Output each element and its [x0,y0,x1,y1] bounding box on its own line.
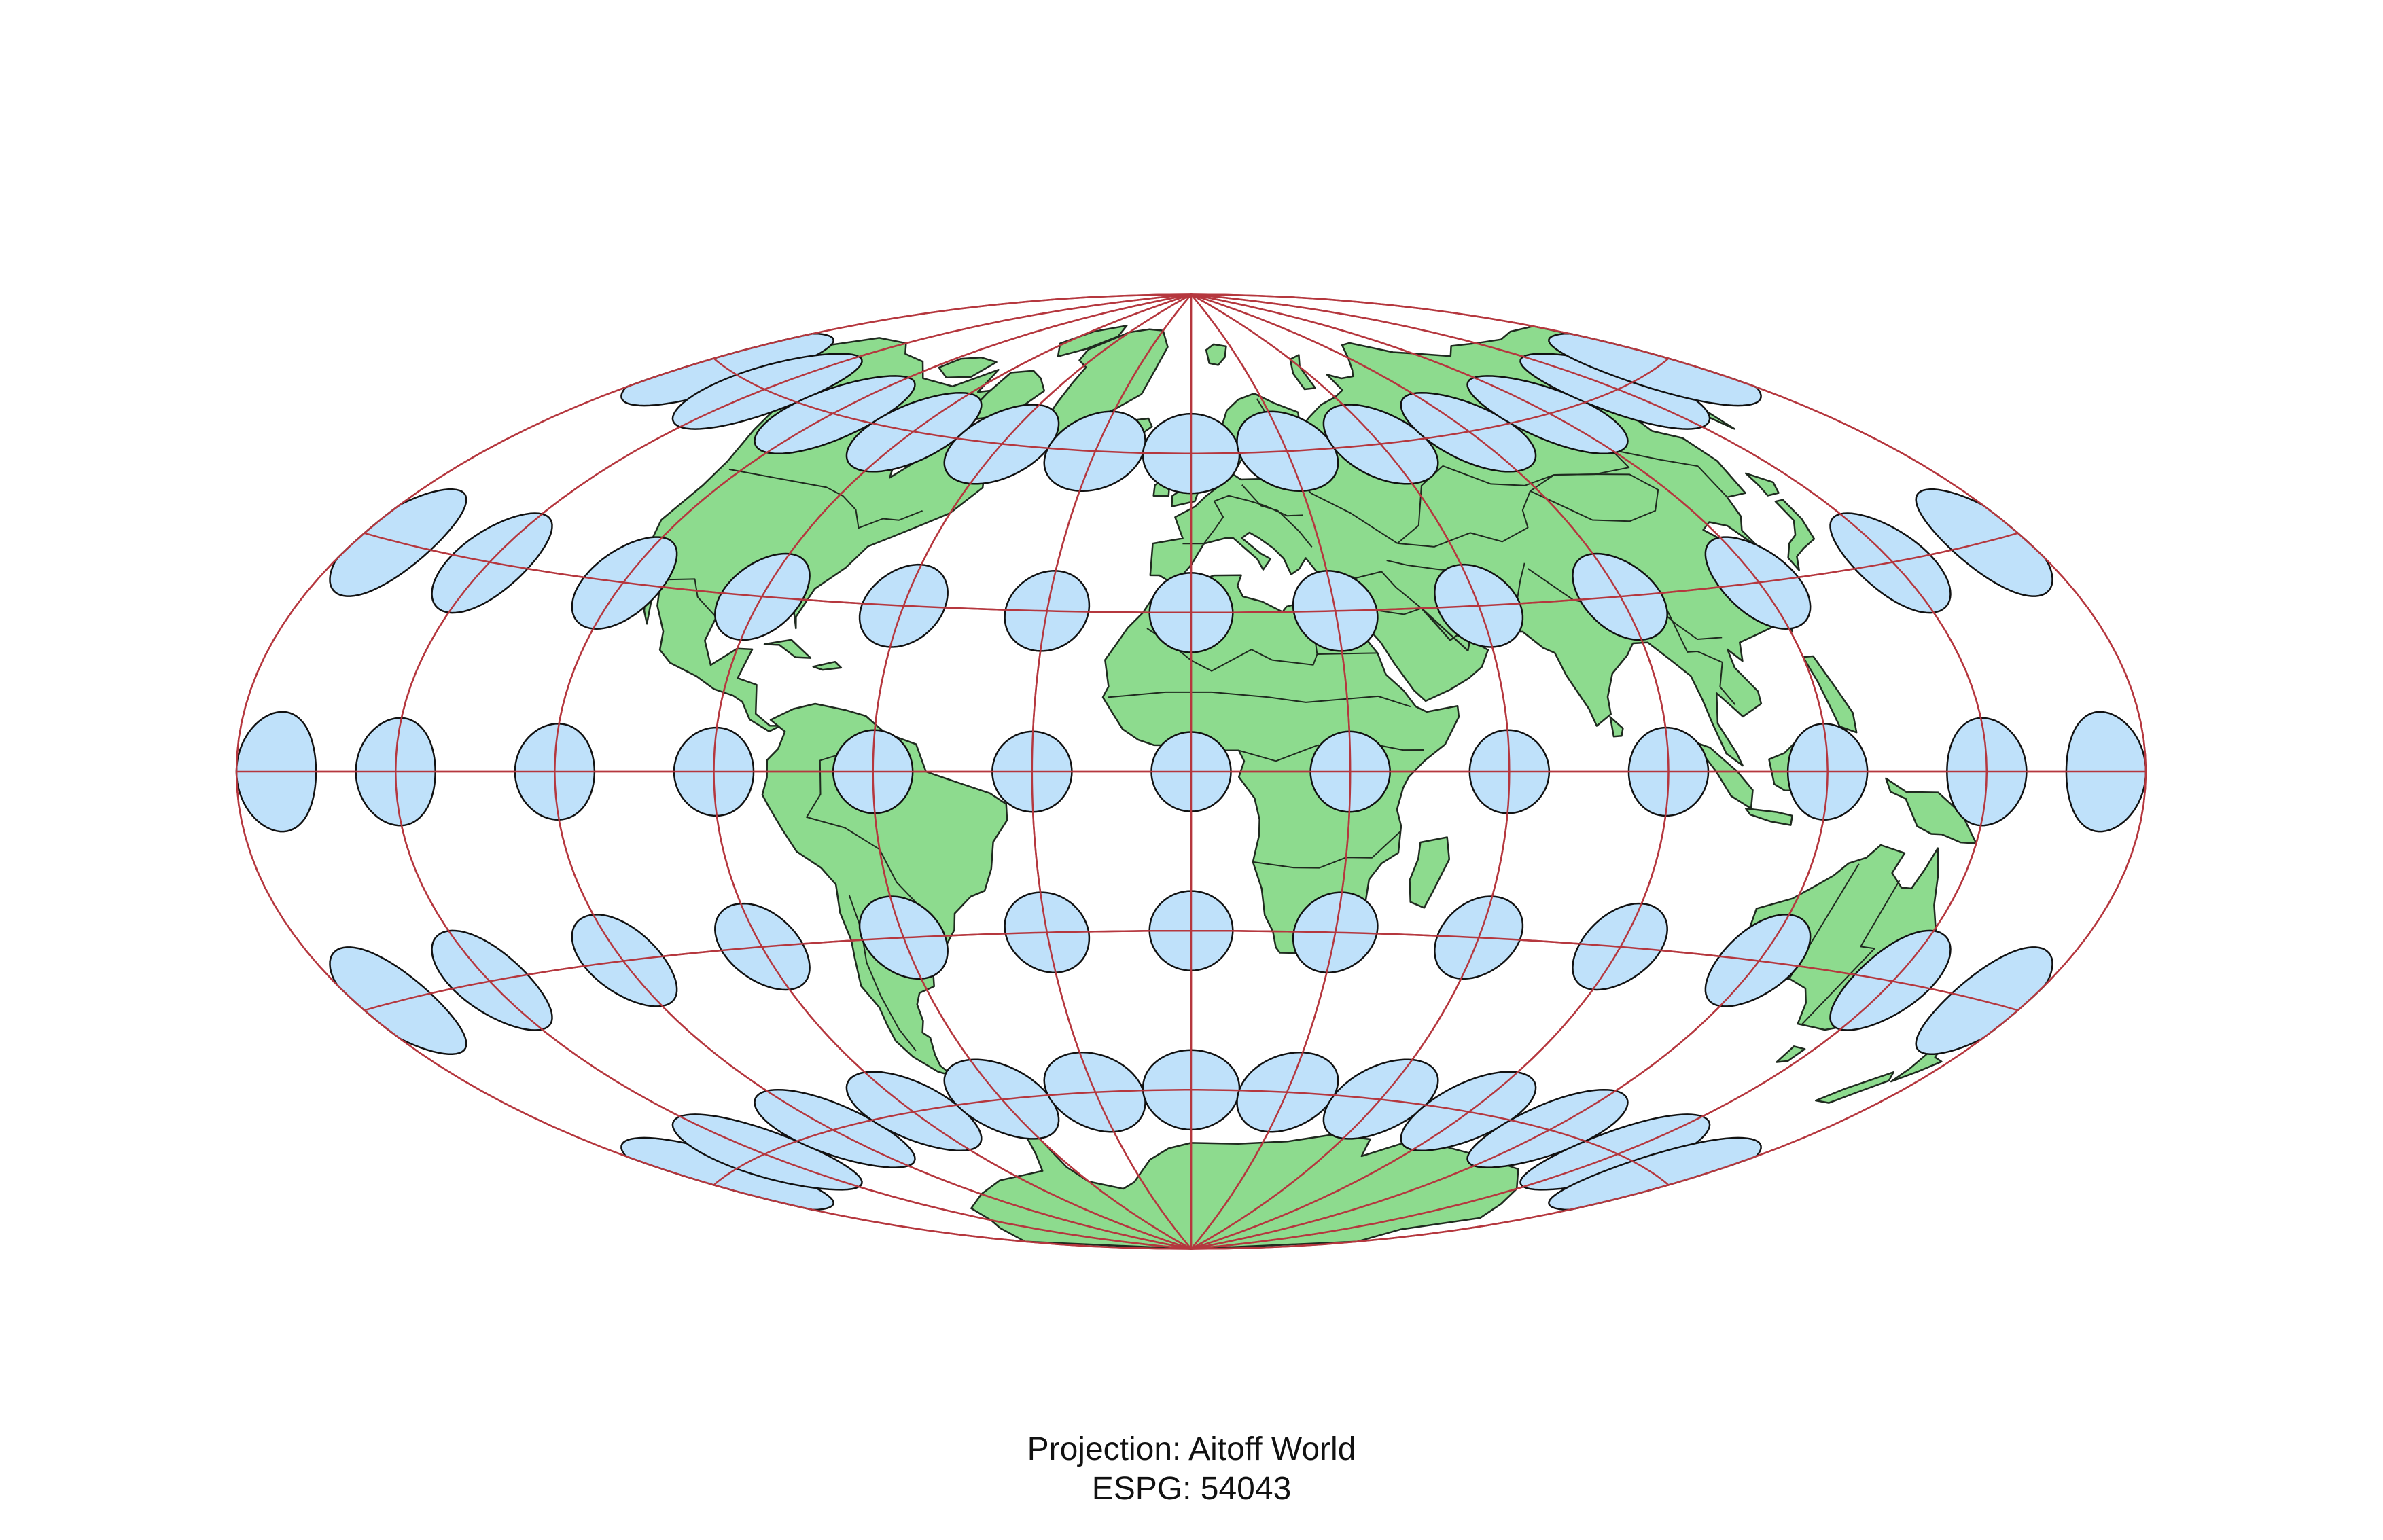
land-south-america [761,702,1008,1077]
projection-caption: Projection: Aitoff World [1027,1431,1356,1467]
border-mongolia [1530,473,1659,522]
land-new-zealand-north [1890,1032,1952,1083]
land-philippines [1802,655,1858,734]
land-svalbard [1205,343,1227,366]
border-europe-east [1241,484,1313,548]
graticule-overlay [235,293,2147,1250]
land-java [1744,807,1793,826]
land-hispaniola [812,660,843,671]
parallel-line [713,357,1670,454]
land-novaya-zemlya [1289,354,1316,391]
land-victoria-island [938,356,998,379]
land-cuba [763,639,812,659]
border-southern-africa [1252,830,1401,869]
parallel-line [364,532,2019,614]
border-southeast-asia [1663,605,1736,705]
border-australia-states-2 [1801,880,1901,1025]
border-us-canada [728,468,923,529]
parallel-line [713,1089,1670,1186]
parallel-line [364,929,2019,1011]
border-kazakhstan [1397,490,1531,548]
land-tasmania [1776,1045,1806,1063]
land-sri-lanka [1609,716,1624,738]
land-madagascar [1409,836,1451,909]
border-sahel [1108,691,1411,708]
land-hokkaido [1744,472,1780,497]
land-antarctica [970,1113,1519,1250]
land-ellesmere-island [1057,325,1128,357]
land-japan [1774,499,1816,571]
land-sumatra [1693,740,1754,810]
epsg-caption: ESPG: 54043 [1091,1471,1292,1507]
land-new-zealand-south [1814,1071,1894,1104]
land-new-guinea [1885,777,1977,844]
